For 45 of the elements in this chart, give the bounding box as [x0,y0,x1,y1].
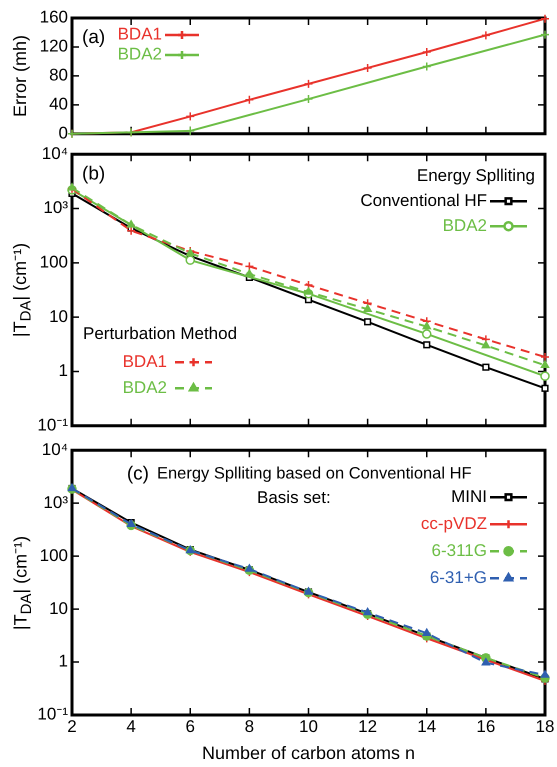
y-axis-title: Error (mh) [9,34,31,119]
annotation: Perturbation Method [83,324,238,343]
y-tick-label: 10³ [43,198,68,218]
legend-title: Energy Splliting [416,166,535,185]
legend-label: BDA1 [118,24,162,44]
y-tick-label: 40 [49,94,68,114]
y-tick-label: 10⁴ [42,144,68,163]
y-tick-label: 1 [58,652,68,671]
x-tick-label: 10 [299,716,318,736]
annotation: (a) [82,27,106,48]
y-tick-label: 10⁻¹ [37,415,68,434]
legend-label: BDA2 [122,378,167,397]
x-tick-label: 12 [358,716,378,736]
x-tick-label: 4 [126,716,136,736]
annotation: (b) [82,163,106,184]
x-tick-label: 8 [244,716,254,736]
legend-label: MINI [451,486,487,506]
y-tick-label: 1 [58,361,68,380]
legend-label: BDA2 [118,44,162,64]
annotation: (c) [126,463,149,484]
legend-label: BDA2 [442,216,487,235]
y-tick-label: 10⁻¹ [37,704,68,724]
x-tick-label: 14 [417,716,436,736]
x-tick-label: 2 [67,716,77,736]
legend-label: 6-311G [432,540,487,560]
legend-title: Basis set: [257,488,331,507]
legend-label: cc-pVDZ [420,514,487,533]
y-tick-label: 100 [40,546,68,565]
y-tick-label: 100 [40,252,68,272]
y-tick-label: 160 [40,8,68,27]
legend-label: Conventional HF [360,190,487,210]
x-axis-title: Number of carbon atoms n [202,743,416,764]
y-tick-label: 10 [49,306,68,326]
y-tick-label: 0 [58,123,68,142]
y-tick-label: 10³ [43,492,68,512]
legend-label: 6-31+G [430,568,487,587]
y-tick-label: 80 [49,66,68,85]
y-tick-label: 120 [40,36,68,56]
x-tick-label: 18 [536,716,554,736]
text: Energy Splliting based on Conventional HF [157,464,472,483]
x-tick-label: 16 [476,716,496,736]
legend-label: BDA1 [122,352,167,371]
y-tick-label: 10 [49,598,68,618]
y-tick-label: 10⁴ [42,440,68,459]
x-tick-label: 6 [186,716,195,736]
